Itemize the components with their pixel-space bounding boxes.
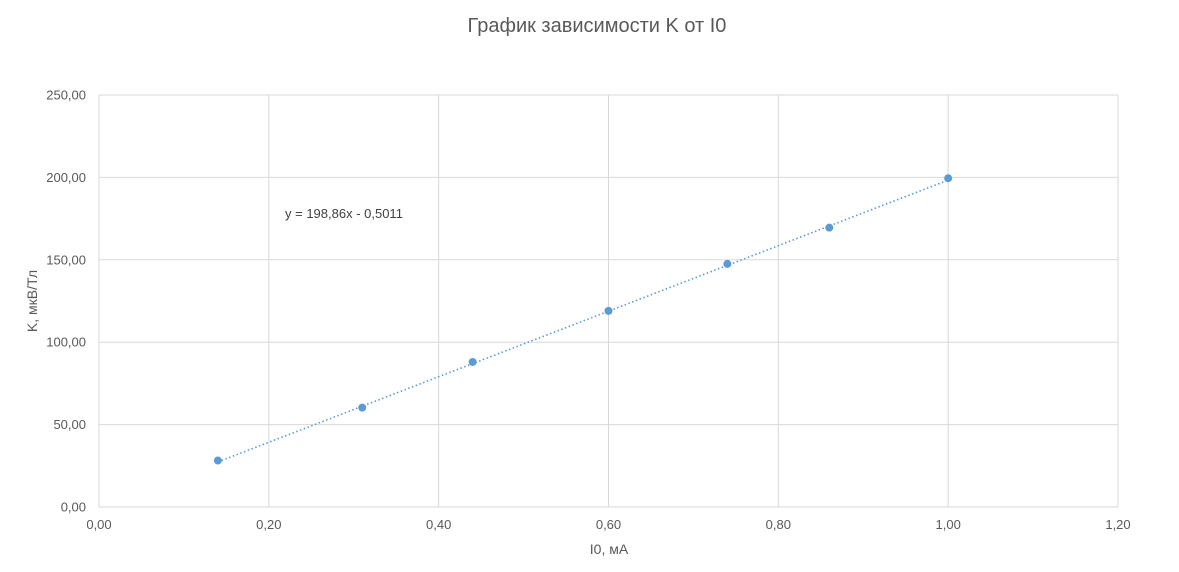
y-tick-label: 0,00 <box>61 500 86 515</box>
x-tick-label: 1,20 <box>1105 517 1130 532</box>
data-point <box>944 174 953 183</box>
chart-title: График зависимости K от I0 <box>468 15 727 37</box>
data-point <box>468 357 477 366</box>
x-tick-label: 0,80 <box>766 517 791 532</box>
trendline <box>217 179 949 463</box>
data-point <box>358 403 367 412</box>
y-axis-label: K, мкВ/Тл <box>24 270 40 332</box>
data-point <box>723 259 732 268</box>
data-point <box>604 306 613 315</box>
x-tick-label: 0,00 <box>86 517 111 532</box>
y-tick-label: 150,00 <box>46 252 86 267</box>
y-tick-label: 50,00 <box>53 417 86 432</box>
trendline-equation: y = 198,86x - 0,5011 <box>285 206 403 221</box>
y-tick-label: 200,00 <box>46 170 86 185</box>
grid-lines <box>98 94 1119 508</box>
x-tick-label: 1,00 <box>936 517 961 532</box>
x-tick-label: 0,20 <box>256 517 281 532</box>
data-point <box>825 223 834 232</box>
x-tick-label: 0,40 <box>426 517 451 532</box>
y-tick-label: 100,00 <box>46 335 86 350</box>
data-point <box>213 456 222 465</box>
data-points <box>213 174 953 465</box>
y-tick-label: 250,00 <box>46 88 86 103</box>
tick-labels: 0,00 0,20 0,40 0,60 0,80 1,00 1,20 0,00 50,00 100… <box>46 88 1130 533</box>
x-axis-label: I0, мА <box>590 541 629 557</box>
x-tick-label: 0,60 <box>596 517 621 532</box>
